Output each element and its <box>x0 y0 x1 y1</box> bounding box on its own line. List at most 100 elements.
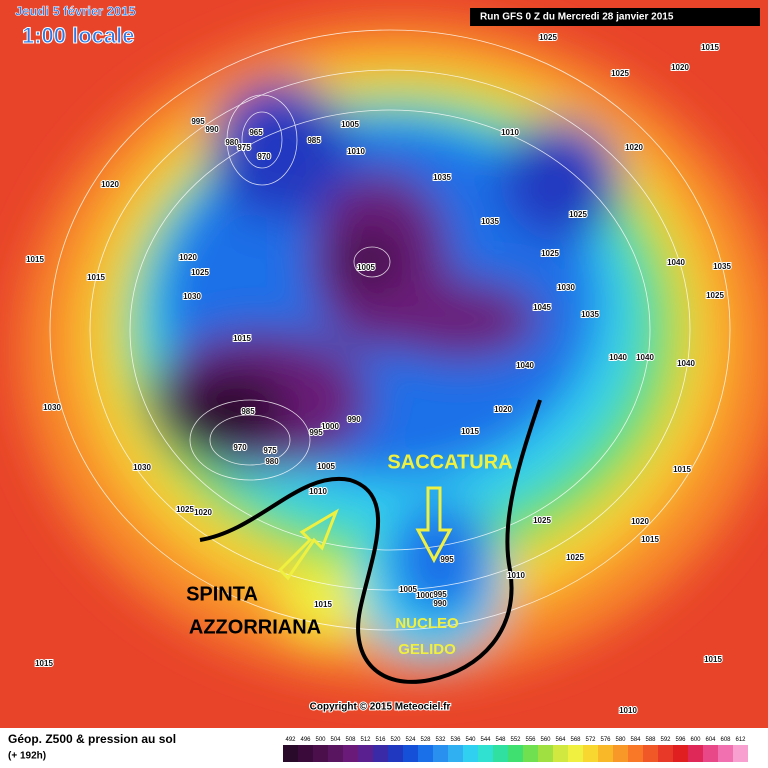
isobar-label: 1035 <box>481 217 499 226</box>
legend-swatch <box>448 745 463 762</box>
legend-swatch <box>523 745 538 762</box>
legend-value: 568 <box>570 737 581 743</box>
isobar-label: 985 <box>307 136 321 145</box>
legend-swatch <box>298 745 313 762</box>
isobar-label: 1005 <box>317 462 335 471</box>
isobar-label: 1020 <box>625 143 643 152</box>
isobar-label: 1015 <box>673 465 691 474</box>
isobar-label: 990 <box>205 125 219 134</box>
legend-value: 612 <box>735 737 746 743</box>
run: Run GFS 0 Z du Mercredi 28 janvier 2015 <box>480 12 674 23</box>
isobar-label: 1005 <box>341 120 359 129</box>
legend-swatch <box>583 745 598 762</box>
isobar-label: 995 <box>309 428 323 437</box>
legend-value: 608 <box>720 737 731 743</box>
isobar-label: 1015 <box>233 334 251 343</box>
trough-label: SACCATURA <box>387 451 512 473</box>
isobar-label: 1025 <box>566 553 584 562</box>
legend-value: 524 <box>405 737 416 743</box>
legend-swatch <box>538 745 553 762</box>
height-field <box>0 0 768 728</box>
isobar-label: 1005 <box>357 263 375 272</box>
legend-swatch <box>553 745 568 762</box>
legend-value: 560 <box>540 737 551 743</box>
legend: 492 496 500 504 508 512 516 520 524 528 532 536 540 5… <box>283 737 748 762</box>
isobar-label: 995 <box>433 590 447 599</box>
legend-swatch <box>598 745 613 762</box>
legend-swatch <box>613 745 628 762</box>
legend-swatch <box>478 745 493 762</box>
legend-swatch <box>313 745 328 762</box>
legend-swatch <box>688 745 703 762</box>
legend-swatch <box>418 745 433 762</box>
isobar-label: 1030 <box>557 283 575 292</box>
legend-value: 544 <box>480 737 491 743</box>
isobar-label: 1000 <box>416 591 434 600</box>
isobar-label: 1015 <box>35 659 53 668</box>
legend-value: 576 <box>600 737 611 743</box>
legend-swatch <box>433 745 448 762</box>
legend-swatch <box>643 745 658 762</box>
isobar-label: 1015 <box>26 255 44 264</box>
legend-value: 600 <box>690 737 701 743</box>
isobar-label: 1020 <box>494 405 512 414</box>
legend-swatch <box>703 745 718 762</box>
legend-swatch <box>733 745 748 762</box>
isobar-label: 1015 <box>704 655 722 664</box>
isobar-label: 1035 <box>433 173 451 182</box>
legend-swatch <box>658 745 673 762</box>
legend-value: 532 <box>435 737 446 743</box>
isobar-label: 1010 <box>501 128 519 137</box>
legend-value: 580 <box>615 737 626 743</box>
isobar-label: 1005 <box>399 585 417 594</box>
legend-value: 572 <box>585 737 596 743</box>
isobar-label: 1025 <box>541 249 559 258</box>
isobar-label: 1015 <box>87 273 105 282</box>
isobar-label: 1030 <box>183 292 201 301</box>
legend-swatch <box>673 745 688 762</box>
isobar-label: 1035 <box>581 310 599 319</box>
isobar-label: 1010 <box>507 571 525 580</box>
legend-value: 588 <box>645 737 656 743</box>
isobar-label: 1025 <box>176 505 194 514</box>
legend-value: 548 <box>495 737 506 743</box>
legend-value: 540 <box>465 737 476 743</box>
isobar-label: 1010 <box>619 706 637 715</box>
isobar-label: 965 <box>249 128 263 137</box>
legend-value: 492 <box>285 737 296 743</box>
legend-swatch <box>493 745 508 762</box>
legend-swatch <box>328 745 343 762</box>
isobar-label: 1040 <box>677 359 695 368</box>
isolines <box>49 29 731 631</box>
core-label: NUCLEO <box>395 615 459 632</box>
isobar-label: 1040 <box>609 353 627 362</box>
legend-swatch <box>718 745 733 762</box>
isobar-label: 1025 <box>533 516 551 525</box>
legend-value: 596 <box>675 737 686 743</box>
legend-value: 564 <box>555 737 566 743</box>
legend-value: 516 <box>375 737 386 743</box>
isobar-label: 990 <box>347 415 361 424</box>
trough-arrow <box>415 486 453 564</box>
legend-swatch <box>463 745 478 762</box>
legend-value: 512 <box>360 737 371 743</box>
legend-value: 556 <box>525 737 536 743</box>
isobar-label: 1000 <box>321 422 339 431</box>
legend-value: 520 <box>390 737 401 743</box>
legend-value: 500 <box>315 737 326 743</box>
legend-swatch <box>388 745 403 762</box>
isobar-label: 995 <box>191 117 205 126</box>
isobar-label: 1040 <box>636 353 654 362</box>
legend-value: 592 <box>660 737 671 743</box>
push-label: AZZORRIANA <box>189 616 321 638</box>
isobar-label: 1025 <box>611 69 629 78</box>
date: Jeudi 5 février 2015 <box>15 3 136 18</box>
legend-value: 536 <box>450 737 461 743</box>
legend-swatch <box>358 745 373 762</box>
legend-swatch <box>283 745 298 762</box>
isobar-label: 970 <box>233 443 247 452</box>
isobar-label: 1045 <box>533 303 551 312</box>
isobar-label: 1010 <box>309 487 327 496</box>
legend-value: 604 <box>705 737 716 743</box>
legend-swatch <box>373 745 388 762</box>
